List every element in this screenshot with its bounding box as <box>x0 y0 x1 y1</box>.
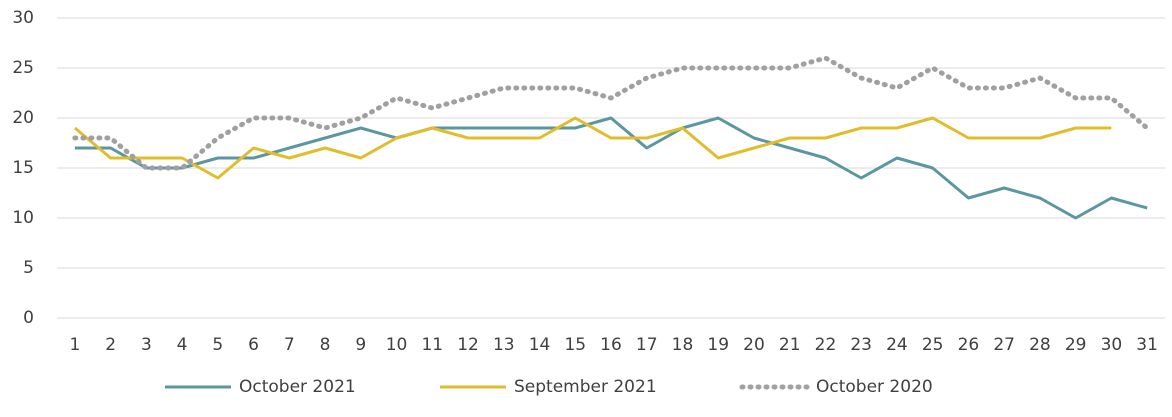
y-tick-label: 10 <box>12 208 34 228</box>
x-tick-label: 9 <box>355 335 366 355</box>
x-tick-label: 8 <box>320 335 331 355</box>
y-tick-label: 15 <box>12 158 34 178</box>
x-tick-label: 11 <box>421 335 443 355</box>
x-tick-label: 20 <box>743 335 765 355</box>
y-tick-label: 30 <box>12 8 34 28</box>
x-tick-label: 26 <box>958 335 980 355</box>
series-line <box>73 116 1112 180</box>
x-tick-label: 31 <box>1136 335 1158 355</box>
x-tick-label: 3 <box>141 335 152 355</box>
y-tick-label: 20 <box>12 108 34 128</box>
x-tick-label: 30 <box>1101 335 1123 355</box>
x-tick-label: 24 <box>886 335 908 355</box>
x-tick-label: 4 <box>177 335 188 355</box>
x-tick-label: 13 <box>493 335 515 355</box>
x-tick-label: 25 <box>922 335 944 355</box>
x-tick-label: 21 <box>779 335 801 355</box>
x-tick-label: 14 <box>529 335 551 355</box>
legend-label: October 2020 <box>816 377 933 397</box>
x-tick-label: 15 <box>564 335 586 355</box>
x-tick-label: 23 <box>850 335 872 355</box>
legend-label: September 2021 <box>514 377 657 397</box>
y-tick-label: 25 <box>12 58 34 78</box>
x-tick-label: 2 <box>105 335 116 355</box>
x-tick-label: 5 <box>212 335 223 355</box>
series-line <box>74 116 1148 220</box>
y-tick-label: 0 <box>23 308 34 328</box>
x-tick-label: 1 <box>69 335 80 355</box>
x-tick-label: 12 <box>457 335 479 355</box>
x-tick-label: 17 <box>636 335 658 355</box>
y-tick-label: 5 <box>23 258 34 278</box>
x-tick-label: 29 <box>1065 335 1087 355</box>
legend-label: October 2021 <box>239 377 356 397</box>
x-tick-label: 28 <box>1029 335 1051 355</box>
series-line <box>72 55 1150 171</box>
x-tick-label: 18 <box>672 335 694 355</box>
x-tick-label: 16 <box>600 335 622 355</box>
x-tick-label: 27 <box>993 335 1015 355</box>
x-tick-label: 6 <box>248 335 259 355</box>
x-tick-label: 10 <box>386 335 408 355</box>
x-tick-label: 19 <box>707 335 729 355</box>
x-tick-label: 22 <box>815 335 837 355</box>
x-tick-label: 7 <box>284 335 295 355</box>
